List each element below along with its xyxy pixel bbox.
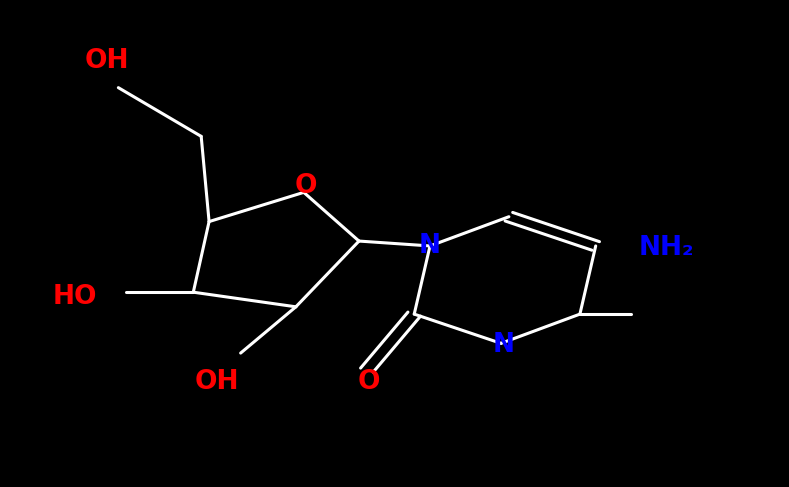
Text: N: N (419, 233, 441, 259)
Text: OH: OH (195, 369, 239, 395)
Text: O: O (295, 173, 317, 199)
Text: O: O (358, 369, 380, 395)
Text: HO: HO (53, 284, 97, 310)
Text: NH₂: NH₂ (639, 235, 694, 262)
Text: OH: OH (84, 48, 129, 74)
Text: N: N (492, 332, 514, 358)
